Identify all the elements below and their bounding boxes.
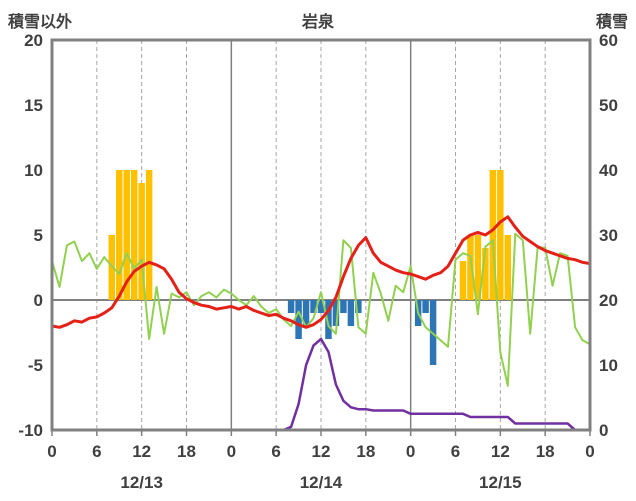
x-axis-hour-label: 6	[451, 442, 460, 461]
snowfall-bar	[310, 300, 317, 313]
left-axis-tick-label: -5	[28, 356, 43, 375]
precipitation-bar	[138, 183, 145, 300]
left-axis-tick-label: 15	[24, 96, 43, 115]
precipitation-bar	[130, 170, 138, 300]
x-axis-hour-label: 12	[491, 442, 510, 461]
wind-speed-line	[51, 232, 591, 387]
x-axis-hour-label: 0	[47, 442, 56, 461]
snowfall-bar	[287, 300, 295, 313]
precipitation-bar	[497, 170, 504, 300]
snowfall-bar	[317, 300, 325, 313]
precipitation-bar	[145, 170, 153, 300]
left-axis-title: 積雪以外	[8, 14, 73, 31]
precipitation-bar	[474, 235, 482, 300]
right-axis-tick-label: 10	[599, 356, 618, 375]
right-axis-tick-label: 0	[599, 421, 608, 440]
snowfall-bar	[340, 300, 347, 313]
right-axis-title: 積雪	[595, 14, 628, 31]
left-axis-tick-label: 0	[34, 291, 43, 310]
x-axis-hour-label: 18	[177, 442, 196, 461]
snowfall-bar	[325, 300, 332, 339]
x-axis-hour-label: 12	[312, 442, 331, 461]
left-axis-tick-label: 20	[24, 31, 43, 50]
x-axis-date-label: 12/15	[479, 473, 522, 492]
x-axis-hour-label: 0	[585, 442, 594, 461]
precipitation-bar	[116, 170, 123, 300]
x-axis-hour-label: 0	[406, 442, 415, 461]
precipitation-bar	[489, 170, 497, 300]
temperature-line	[50, 215, 592, 329]
snowfall-bar	[422, 300, 429, 313]
x-axis-hour-label: 6	[92, 442, 101, 461]
precipitation-bar	[467, 235, 474, 300]
snowfall-bar	[302, 300, 310, 326]
x-axis-hour-label: 18	[536, 442, 555, 461]
chart-title: 岩泉	[301, 14, 334, 31]
precipitation-bar	[482, 248, 489, 300]
right-axis-tick-label: 20	[599, 291, 618, 310]
right-axis-tick-label: 40	[599, 161, 618, 180]
left-axis-tick-label: 5	[34, 226, 43, 245]
snowfall-bar	[332, 300, 340, 326]
x-axis-hour-label: 18	[356, 442, 375, 461]
snowfall-bar	[295, 300, 302, 339]
snowfall-bar	[347, 300, 355, 326]
snowfall-bar	[355, 300, 362, 313]
left-axis-tick-label: 10	[24, 161, 43, 180]
x-axis-date-label: 12/13	[120, 473, 163, 492]
right-axis-tick-label: 60	[599, 31, 618, 50]
precipitation-bar	[123, 170, 130, 300]
x-axis-hour-label: 6	[271, 442, 280, 461]
precipitation-bar	[504, 235, 512, 300]
left-axis-tick-label: -10	[18, 421, 43, 440]
snow-depth-line	[230, 337, 592, 432]
x-axis-hour-label: 0	[227, 442, 236, 461]
precipitation-bar	[459, 261, 467, 300]
right-axis-tick-label: 30	[599, 226, 618, 245]
x-axis-hour-label: 12	[132, 442, 151, 461]
x-axis-date-label: 12/14	[300, 473, 343, 492]
right-axis-tick-label: 50	[599, 96, 618, 115]
